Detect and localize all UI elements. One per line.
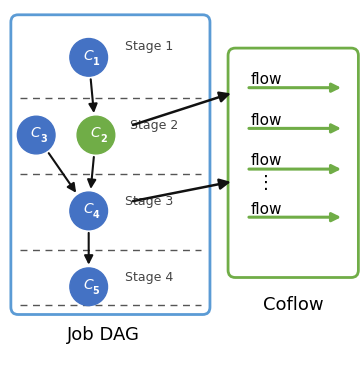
FancyBboxPatch shape [228, 48, 358, 278]
Text: 5: 5 [93, 286, 99, 296]
Text: 3: 3 [40, 134, 47, 145]
Text: Coflow: Coflow [263, 296, 324, 314]
Text: ⋮: ⋮ [257, 174, 275, 192]
Text: $C$: $C$ [83, 48, 94, 63]
Ellipse shape [77, 116, 115, 154]
Text: flow: flow [250, 72, 282, 87]
Text: 1: 1 [93, 57, 99, 67]
FancyBboxPatch shape [11, 15, 210, 314]
Text: flow: flow [250, 113, 282, 128]
Text: $C$: $C$ [90, 126, 102, 140]
Text: flow: flow [250, 154, 282, 168]
Ellipse shape [70, 192, 108, 230]
Text: Stage 2: Stage 2 [130, 119, 178, 132]
Text: flow: flow [250, 202, 282, 216]
Text: Job DAG: Job DAG [67, 326, 140, 344]
Text: 2: 2 [100, 134, 106, 145]
Ellipse shape [17, 116, 55, 154]
Text: 4: 4 [93, 210, 99, 221]
Ellipse shape [70, 38, 108, 76]
Ellipse shape [70, 268, 108, 306]
Text: Stage 4: Stage 4 [125, 271, 173, 284]
Text: Stage 1: Stage 1 [125, 40, 173, 53]
Text: $C$: $C$ [83, 202, 94, 216]
Text: $C$: $C$ [30, 126, 42, 140]
Text: Stage 3: Stage 3 [125, 195, 173, 208]
Text: $C$: $C$ [83, 278, 94, 292]
